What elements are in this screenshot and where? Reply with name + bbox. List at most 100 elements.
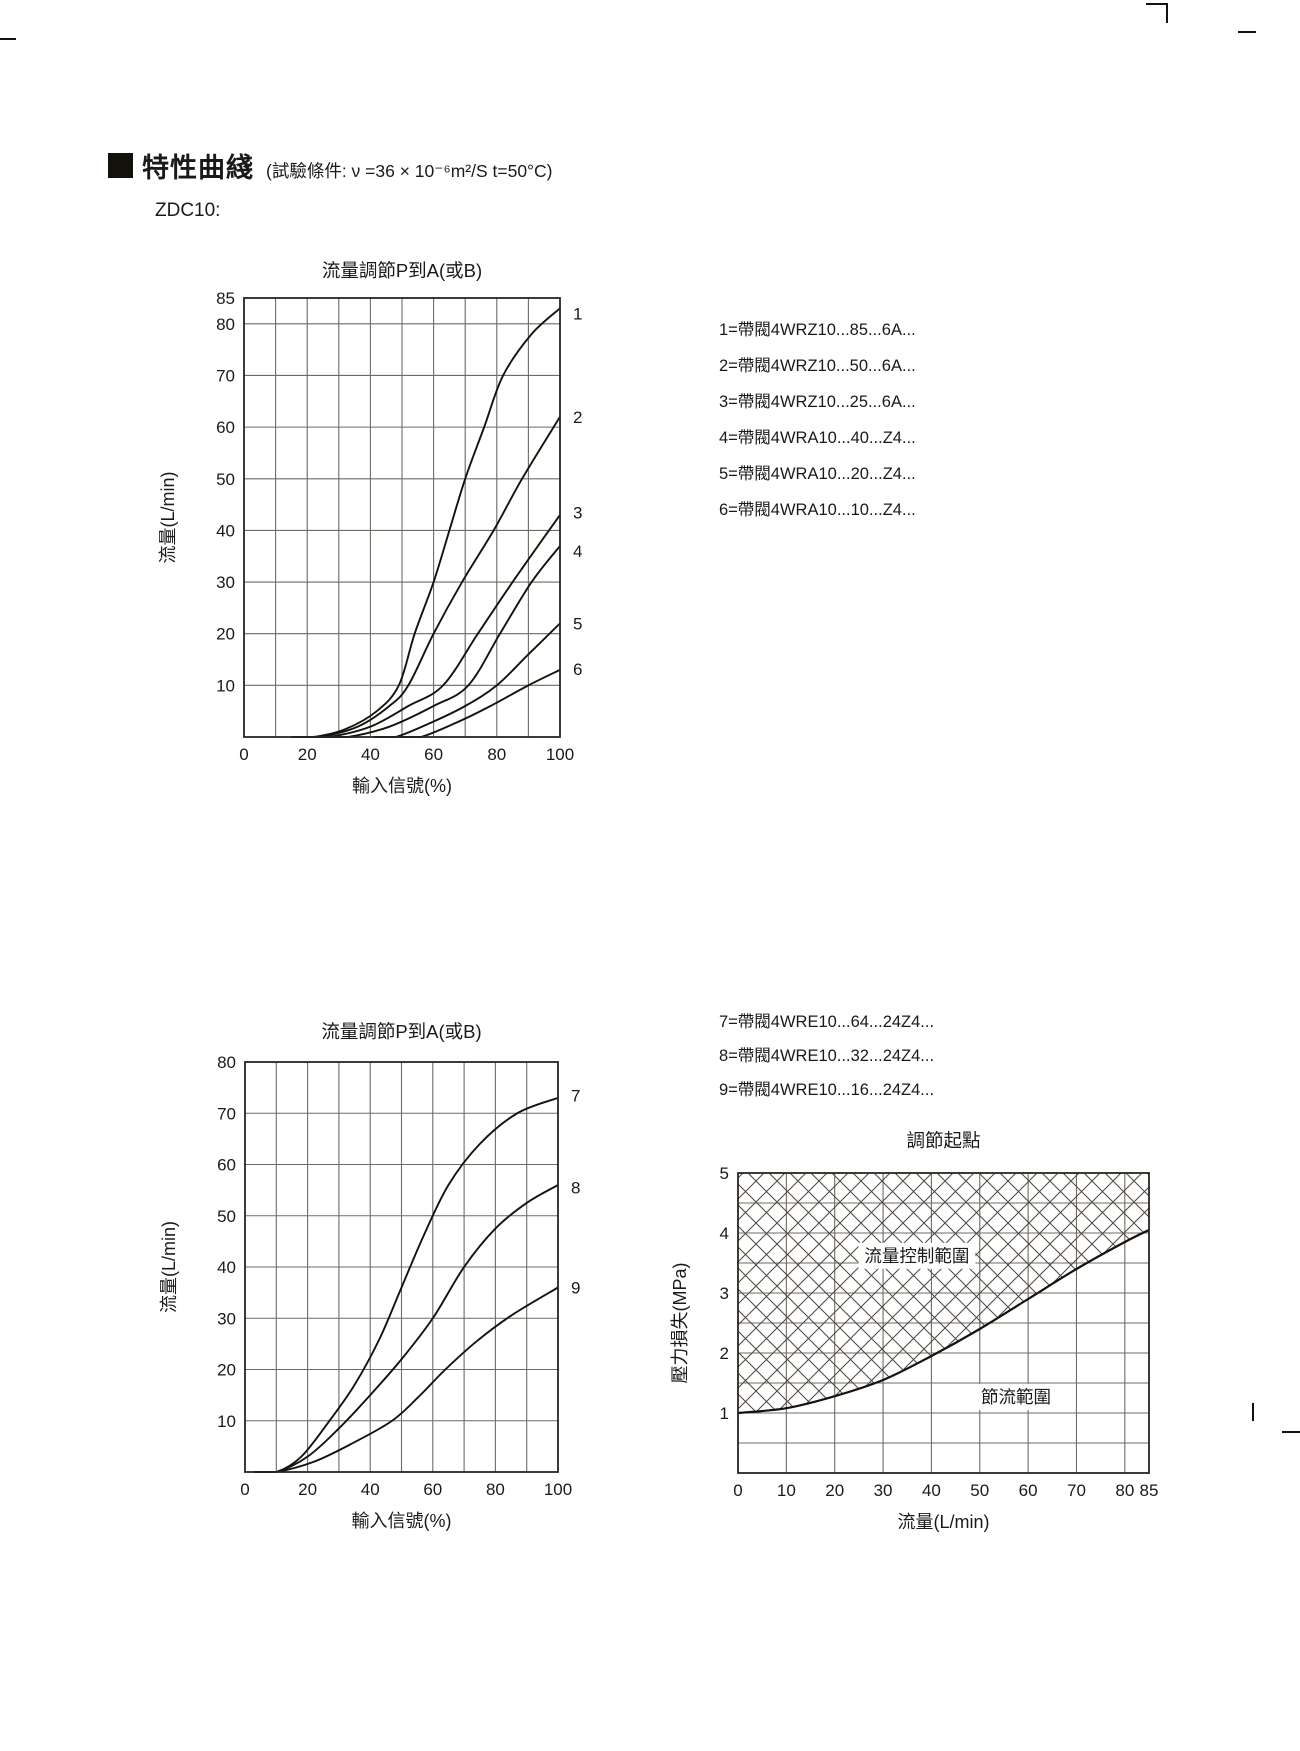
y-tick-label: 70	[217, 1104, 236, 1123]
x-axis-title: 輸入信號(%)	[352, 1511, 452, 1531]
y-tick-label: 50	[216, 470, 235, 489]
plot-border	[244, 1061, 559, 1473]
y-tick-label: 30	[217, 1309, 236, 1328]
legend-item: 8=帶閥4WRE10...32...24Z4...	[719, 1047, 935, 1065]
y-tick-label: 5	[720, 1164, 729, 1183]
x-tick-label: 0	[239, 745, 248, 764]
x-tick-label: 100	[546, 745, 574, 764]
test-condition-text: (試驗條件: ν =36 × 10⁻⁶m²/S t=50°C)	[266, 161, 553, 181]
x-tick-label: 20	[825, 1481, 844, 1500]
crop-mark-bottom-right-v	[1252, 1403, 1254, 1421]
legend-item: 7=帶閥4WRE10...64...24Z4...	[719, 1013, 935, 1031]
curve-4	[326, 545, 561, 738]
x-tick-label: 10	[777, 1481, 796, 1500]
curve-label-3: 3	[573, 503, 582, 522]
y-tick-label: 1	[720, 1404, 729, 1423]
crop-mark-right	[1238, 31, 1256, 33]
chart-title: 流量調節P到A(或B)	[322, 260, 482, 281]
legend-curves-1-6: 1=帶閥4WRZ10...85...6A... 2=帶閥4WRZ10...50.…	[719, 320, 916, 536]
grid	[245, 1062, 558, 1472]
y-axis-title: 流量(L/min)	[159, 1221, 179, 1313]
x-tick-label: 100	[544, 1480, 572, 1499]
y-tick-label: 40	[216, 521, 235, 540]
crop-mark-bottom-right-h	[1282, 1431, 1300, 1433]
y-tick-label: 3	[720, 1284, 729, 1303]
flow-control-range-region	[738, 1173, 1149, 1413]
legend-item: 9=帶閥4WRE10...16...24Z4...	[719, 1081, 935, 1099]
x-tick-label: 80	[1115, 1481, 1134, 1500]
x-tick-label: 60	[1019, 1481, 1038, 1500]
curve-8	[254, 1184, 559, 1473]
grid	[244, 298, 560, 737]
y-tick-label: 60	[217, 1156, 236, 1175]
legend-item: 2=帶閥4WRZ10...50...6A...	[719, 357, 916, 375]
legend-item: 3=帶閥4WRZ10...25...6A...	[719, 393, 916, 411]
y-tick-label: 10	[217, 1412, 236, 1431]
y-axis-title: 流量(L/min)	[158, 471, 178, 563]
plot-border	[737, 1172, 1150, 1474]
x-tick-label: 40	[361, 745, 380, 764]
y-tick-label: 2	[720, 1344, 729, 1363]
legend-item: 6=帶閥4WRA10...10...Z4...	[719, 501, 916, 519]
x-tick-label: 40	[361, 1480, 380, 1499]
x-tick-label: 85	[1140, 1481, 1159, 1500]
x-tick-label: 60	[424, 745, 443, 764]
curve-label-8: 8	[571, 1179, 580, 1198]
page-header: 特性曲綫 (試驗條件: ν =36 × 10⁻⁶m²/S t=50°C)	[108, 146, 553, 185]
curve-label-6: 6	[573, 660, 582, 679]
flow-vs-signal-chart-2: 7 8 9 10 20 30 40 50 60 70 80 0 20 40 60 80 100 流量調節P到A(或…	[159, 1021, 580, 1531]
y-tick-label: 70	[216, 366, 235, 385]
section-marker-square	[108, 153, 133, 178]
x-tick-label: 80	[487, 745, 506, 764]
x-tick-label: 50	[970, 1481, 989, 1500]
curve-label-7: 7	[571, 1086, 580, 1105]
curve-9	[254, 1286, 559, 1473]
crop-mark-top-right-h	[1146, 3, 1168, 5]
x-tick-label: 20	[298, 745, 317, 764]
crop-mark-top-right-v	[1166, 3, 1168, 23]
x-axis-title: 輸入信號(%)	[352, 776, 452, 796]
y-axis-title: 壓力損失(MPa)	[670, 1263, 690, 1384]
chart-title: 調節起點	[906, 1130, 980, 1151]
curve-2	[297, 416, 561, 738]
legend-item: 5=帶閥4WRA10...20...Z4...	[719, 465, 916, 483]
y-tick-label: 80	[216, 315, 235, 334]
page-title: 特性曲綫	[142, 153, 254, 183]
model-label: ZDC10:	[155, 200, 221, 221]
annotation-label: 流量控制範圍	[864, 1246, 969, 1266]
x-axis-title: 流量(L/min)	[897, 1512, 989, 1532]
y-tick-label: 40	[217, 1258, 236, 1277]
curve-label-5: 5	[573, 614, 582, 633]
legend-item: 4=帶閥4WRA10...40...Z4...	[719, 429, 916, 447]
x-tick-label: 20	[298, 1480, 317, 1499]
plot-border	[243, 297, 561, 738]
y-tick-label: 20	[217, 1361, 236, 1380]
curve-label-1: 1	[573, 304, 582, 323]
y-tick-label: 50	[217, 1207, 236, 1226]
curve-7	[254, 1096, 559, 1473]
y-tick-label: 20	[216, 625, 235, 644]
chart-title: 流量調節P到A(或B)	[321, 1021, 481, 1042]
x-tick-label: 70	[1067, 1481, 1086, 1500]
curve-label-2: 2	[573, 408, 582, 427]
y-tick-label: 85	[216, 289, 235, 308]
flow-vs-signal-chart-1: 1 2 3 4 5 6 10 20 30 40 50 60 70 80 85 0 20 40 60 80 100 流量調節…	[158, 260, 582, 796]
y-tick-label: 80	[217, 1053, 236, 1072]
legend-curves-7-9: 7=帶閥4WRE10...64...24Z4... 8=帶閥4WRE10...3…	[719, 1012, 934, 1114]
y-tick-label: 4	[720, 1224, 729, 1243]
crop-mark-top-left	[0, 38, 16, 40]
curve-setting-start-curve	[737, 1229, 1150, 1415]
x-tick-label: 0	[240, 1480, 249, 1499]
curve-1	[291, 307, 561, 738]
x-tick-label: 0	[733, 1481, 742, 1500]
y-tick-label: 30	[216, 573, 235, 592]
curve-label-4: 4	[573, 542, 582, 561]
y-tick-label: 10	[216, 676, 235, 695]
x-tick-label: 80	[486, 1480, 505, 1499]
x-tick-label: 40	[922, 1481, 941, 1500]
annotation-label: 節流範圍	[981, 1387, 1051, 1407]
y-tick-label: 60	[216, 418, 235, 437]
x-tick-label: 30	[874, 1481, 893, 1500]
curve-label-9: 9	[571, 1279, 580, 1298]
